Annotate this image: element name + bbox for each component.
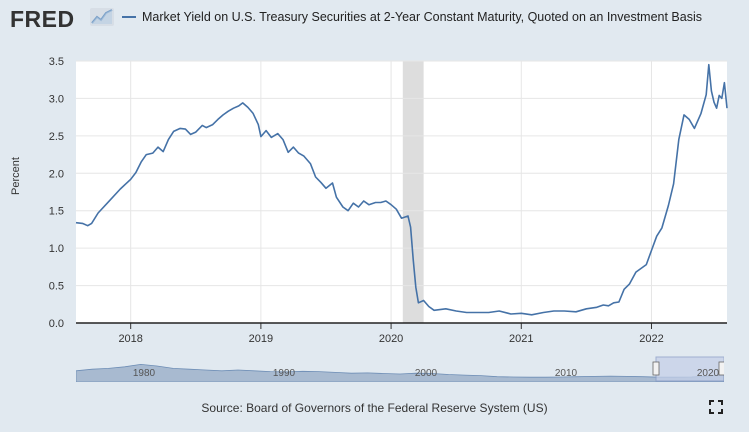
navigator-label: 1990 — [273, 368, 296, 379]
x-tick-label: 2022 — [639, 333, 663, 345]
legend-swatch — [122, 16, 136, 18]
navigator-handle[interactable] — [652, 361, 660, 376]
x-tick-label: 2020 — [379, 333, 403, 345]
navigator-label: 2010 — [555, 368, 578, 379]
fullscreen-icon[interactable] — [709, 400, 723, 414]
plot-background — [76, 61, 727, 323]
navigator-handle[interactable] — [718, 361, 724, 376]
y-tick-label: 3.0 — [49, 93, 64, 105]
y-tick-label: 0.5 — [49, 281, 64, 293]
fred-logo[interactable]: FRED — [10, 6, 75, 32]
series-line — [75, 63, 728, 316]
navigator-label: 1980 — [133, 368, 156, 379]
y-tick-label: 3.5 — [49, 56, 64, 68]
y-tick-label: 1.5 — [49, 206, 64, 218]
navigator-selection[interactable] — [655, 356, 724, 382]
chart-header: FRED Market Yield on U.S. Treasury Secur… — [0, 0, 749, 52]
x-tick-label: 2021 — [509, 333, 533, 345]
y-tick-label: 2.5 — [49, 131, 64, 143]
line-chart[interactable]: 0.0 0.5 1.0 1.5 2.0 2.5 3.0 3.5 2018 2019 2020 2021… — [0, 52, 749, 352]
chart-title: Market Yield on U.S. Treasury Securities… — [142, 10, 702, 24]
source-note: Source: Board of Governors of the Federa… — [201, 401, 548, 415]
chart-logo-icon — [90, 8, 114, 26]
y-tick-label: 2.0 — [49, 168, 64, 180]
recession-band — [402, 61, 424, 323]
chart-area[interactable]: 0.0 0.5 1.0 1.5 2.0 2.5 3.0 3.5 2018 2019 2020 2021… — [0, 52, 749, 352]
y-tick-label: 0.0 — [49, 318, 64, 330]
x-tick-label: 2019 — [249, 333, 273, 345]
y-tick-label: 1.0 — [49, 243, 64, 255]
navigator-area — [76, 363, 724, 382]
x-tick-label: 2018 — [118, 333, 142, 345]
chart-navigator[interactable]: 1980 1990 2000 2010 2020 — [76, 356, 724, 382]
navigator-label: 2020 — [697, 368, 720, 379]
navigator-label: 2000 — [415, 368, 438, 379]
